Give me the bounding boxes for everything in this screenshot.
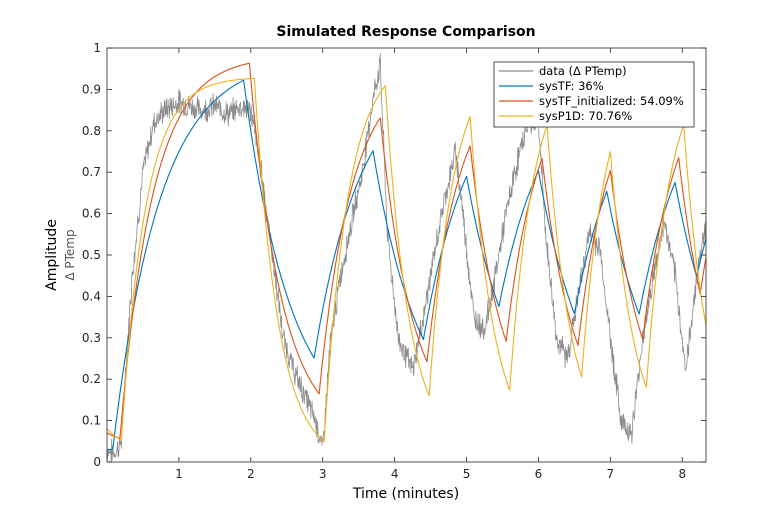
x-tick-label: 7 <box>607 467 615 481</box>
series-line-0 <box>106 53 707 463</box>
series-line-2 <box>106 62 707 440</box>
y-tick-label: 0.7 <box>82 165 101 179</box>
y-tick-label: 0.2 <box>82 372 101 386</box>
y-tick-label: 0.4 <box>82 289 101 303</box>
series-line-3 <box>106 77 707 443</box>
x-tick-label: 6 <box>535 467 543 481</box>
x-tick-label: 4 <box>391 467 399 481</box>
x-tick-label: 1 <box>175 467 183 481</box>
series-layer <box>106 53 707 463</box>
legend-entry: data (Δ PTemp) <box>539 64 627 78</box>
y-tick-label: 0.6 <box>82 207 101 221</box>
legend-entry: sysP1D: 70.76% <box>539 109 632 123</box>
y-tick-label: 0.5 <box>82 248 101 262</box>
x-axis-label: Time (minutes) <box>352 486 459 502</box>
y-tick-label: 1 <box>93 41 101 55</box>
y-axis-label: Amplitude <box>44 219 60 291</box>
legend: data (Δ PTemp)sysTF: 36%sysTF_initialize… <box>493 61 695 128</box>
x-tick-label: 8 <box>678 467 686 481</box>
y-tick-label: 0.9 <box>82 82 101 96</box>
tick-layer: 1 2 3 4 5 6 7 8 0 0.1 0.2 0.3 0.4 0.5 0.6 0.7 0.8 0.9 1 <box>82 41 706 481</box>
y-tick-label: 0.8 <box>82 124 101 138</box>
x-tick-label: 5 <box>463 467 471 481</box>
x-tick-label: 2 <box>247 467 255 481</box>
chart-title: Simulated Response Comparison <box>276 24 535 40</box>
y-tick-label: 0.1 <box>82 414 101 428</box>
y-axis-sublabel: Δ PTemp <box>63 229 77 280</box>
legend-entry: sysTF_initialized: 54.09% <box>539 94 684 108</box>
legend-entry: sysTF: 36% <box>539 79 604 93</box>
y-tick-label: 0.3 <box>82 331 101 345</box>
y-tick-label: 0 <box>93 455 101 469</box>
x-tick-label: 3 <box>319 467 327 481</box>
plot-frame <box>106 47 707 463</box>
